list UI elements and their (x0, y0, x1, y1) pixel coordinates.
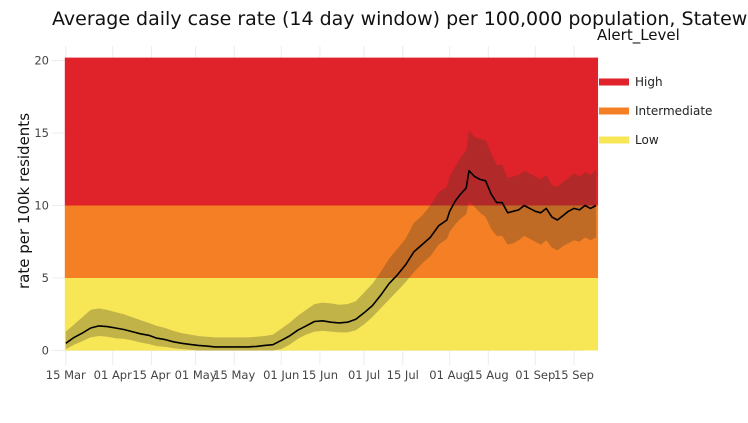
x-tick-label: 15 Sep (554, 368, 594, 382)
x-tick-label: 15 Jun (302, 368, 338, 382)
x-tick-label: 01 Aug (429, 368, 470, 382)
rate-series-line (65, 169, 597, 348)
y-axis-title: rate per 100k residents (15, 113, 33, 289)
y-tick-label: 20 (34, 54, 49, 68)
legend-label: High (635, 75, 663, 89)
y-tick-label: 15 (34, 126, 49, 140)
chart-title: Average daily case rate (14 day window) … (52, 8, 748, 30)
x-tick-label: 15 May (213, 368, 255, 382)
x-tick-label: 01 Sep (515, 368, 555, 382)
alert-level-bands (64, 57, 599, 351)
x-tick-label: 01 May (175, 368, 217, 382)
x-tick-label: 15 Apr (132, 368, 170, 382)
x-tick-label: 01 Jun (263, 368, 299, 382)
band-low (64, 278, 599, 351)
y-tick-label: 10 (34, 199, 49, 213)
interval-area (65, 130, 597, 351)
legend-label: Low (635, 133, 659, 147)
x-tick-label: 15 Aug (468, 368, 509, 382)
legend: Alert_Level High Intermediate Low (597, 26, 712, 147)
band-high (64, 57, 599, 206)
legend-title: Alert_Level (597, 26, 680, 45)
x-tick-label: 01 Apr (94, 368, 132, 382)
x-tick-label: 15 Jul (387, 368, 419, 382)
y-axis-ticks: 0 5 10 15 20 (34, 54, 49, 358)
x-tick-label: 15 Mar (46, 368, 86, 382)
y-tick-label: 5 (42, 271, 49, 285)
legend-label: Intermediate (635, 104, 712, 118)
band-intermediate (64, 205, 599, 278)
y-tick-label: 0 (42, 344, 49, 358)
confidence-interval (65, 130, 597, 351)
rate-line (65, 169, 597, 348)
x-tick-label: 01 Jul (348, 368, 380, 382)
